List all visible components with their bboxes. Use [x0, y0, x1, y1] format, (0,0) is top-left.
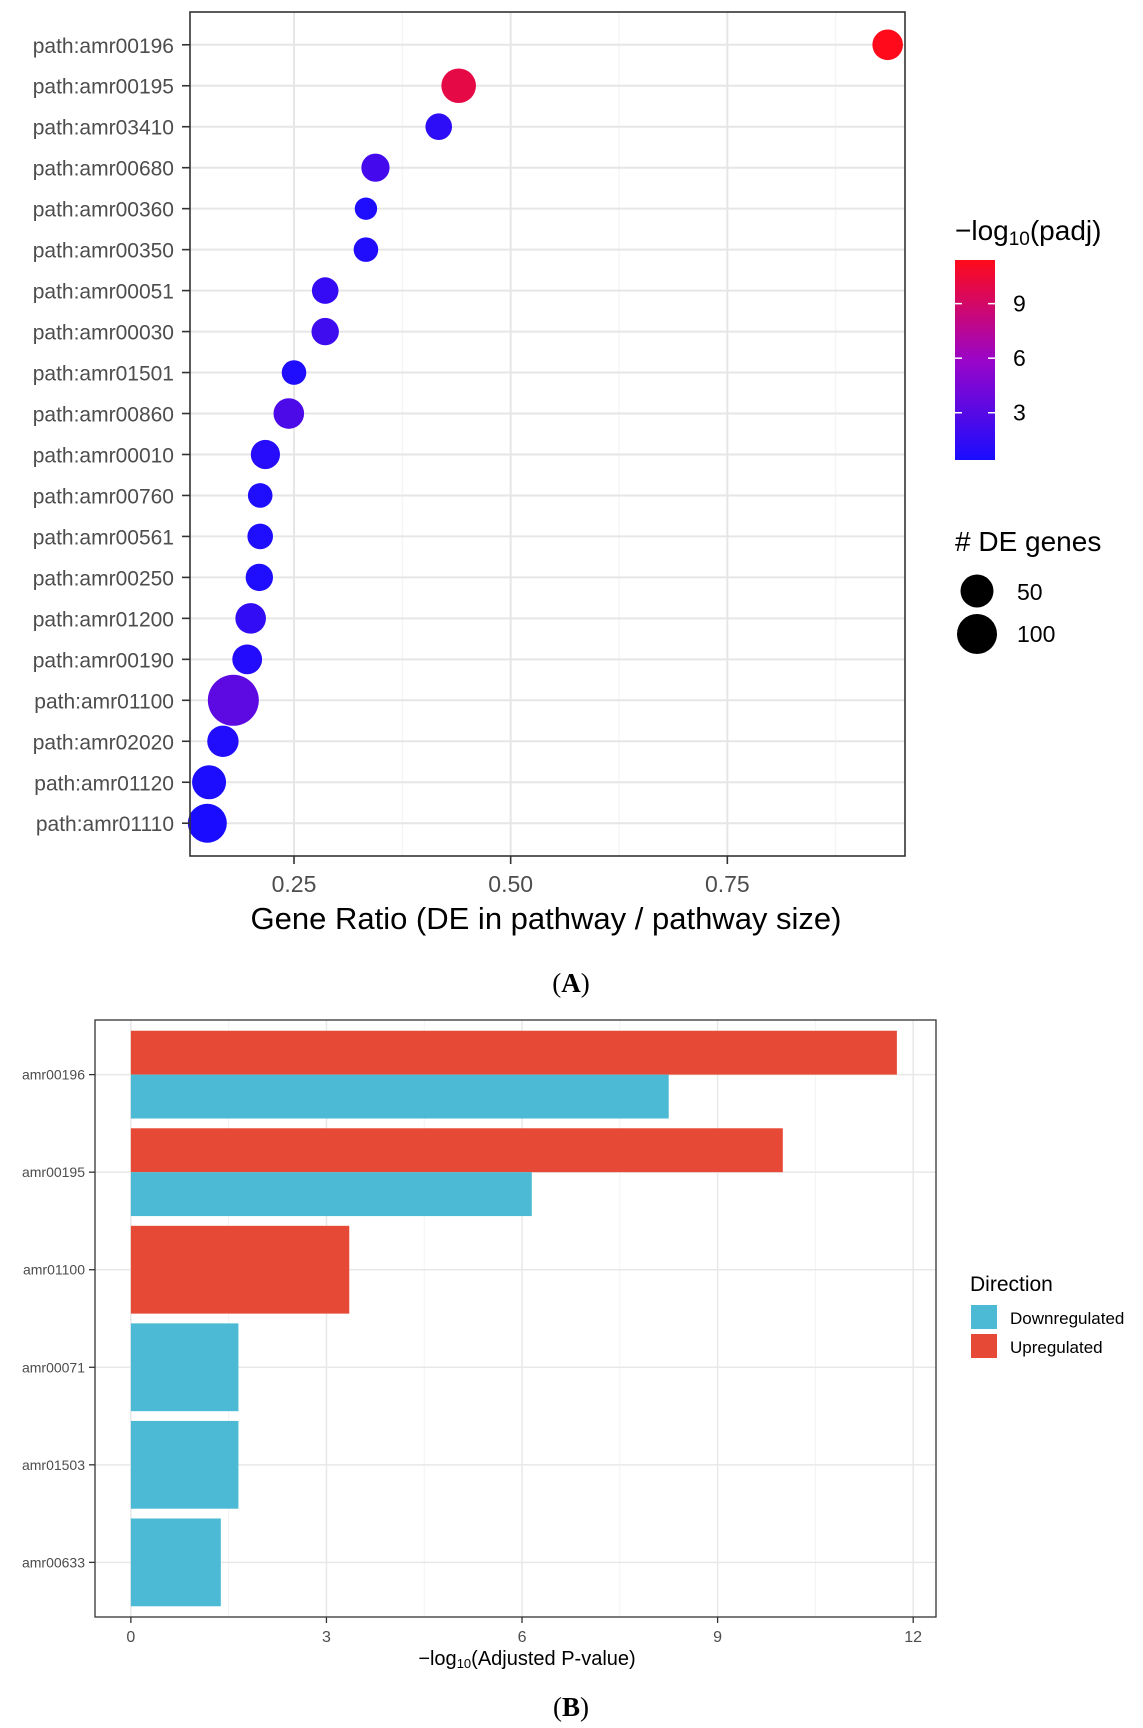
- y-tick-label: path:amr01120: [34, 772, 174, 795]
- panel-a-x-axis-title: Gene Ratio (DE in pathway / pathway size…: [251, 901, 842, 936]
- color-legend-bar: [955, 260, 995, 460]
- panel-a-plot-area: [190, 12, 905, 856]
- data-point: [235, 603, 266, 634]
- size-legend-label-50: 50: [1017, 579, 1043, 605]
- y-tick-label: path:amr00350: [33, 240, 174, 263]
- size-legend-title: # DE genes: [955, 526, 1101, 557]
- panel-a-label: (A): [552, 968, 590, 998]
- x-tick-label: 12: [904, 1629, 922, 1646]
- y-tick-label: path:amr01501: [33, 363, 174, 386]
- y-tick-label: path:amr02020: [33, 731, 174, 754]
- y-tick-label: path:amr00030: [33, 322, 174, 345]
- data-point: [207, 725, 239, 757]
- panel-a-y-tick-labels: path:amr00196 path:amr00195 path:amr03410 p…: [33, 35, 190, 836]
- y-tick-label: path:amr00561: [33, 526, 174, 549]
- bar-downregulated: [130, 1518, 221, 1607]
- panel-b-x-tick-labels: 0 3 6 9 12: [126, 1617, 922, 1646]
- legend-swatch-downregulated: [971, 1305, 997, 1329]
- data-point: [441, 68, 476, 104]
- x-tick-label: 3: [322, 1629, 331, 1646]
- data-point: [187, 803, 227, 843]
- panel-b-x-axis-title: −log10(Adjusted P-value): [418, 1648, 635, 1671]
- data-point: [245, 563, 274, 592]
- y-tick-label: amr00196: [22, 1067, 85, 1083]
- y-tick-label: path:amr01110: [36, 813, 174, 836]
- panel-b-legend: Direction Downregulated Upregulated: [970, 1273, 1124, 1358]
- data-point: [207, 674, 259, 726]
- panel-a-border: [189, 11, 906, 857]
- color-legend-tick-label: 3: [1013, 400, 1026, 426]
- x-tick-label: 0: [126, 1629, 135, 1646]
- data-point: [281, 360, 307, 385]
- size-legend-dot-100: [957, 614, 997, 654]
- y-tick-label: path:amr03410: [33, 117, 174, 140]
- y-tick-label: amr01100: [23, 1262, 85, 1278]
- y-tick-label: path:amr00250: [33, 567, 174, 590]
- x-tick-label: 9: [713, 1629, 722, 1646]
- size-legend-label-100: 100: [1017, 621, 1055, 647]
- x-tick-label: 0.50: [488, 871, 533, 897]
- color-legend-ticks: 9 6 3: [955, 291, 1026, 426]
- panel-b-border: [94, 1019, 937, 1618]
- y-tick-label: path:amr00680: [33, 158, 174, 181]
- bar-downregulated: [130, 1074, 669, 1119]
- legend-label-downregulated: Downregulated: [1010, 1309, 1124, 1328]
- data-point: [247, 483, 273, 508]
- y-tick-label: path:amr00010: [33, 444, 174, 467]
- x-tick-label: 6: [518, 1629, 527, 1646]
- bar-upregulated: [130, 1225, 350, 1314]
- data-point: [192, 765, 227, 800]
- color-legend-title: −log10(padj): [955, 215, 1101, 250]
- bar-downregulated: [130, 1323, 239, 1412]
- y-tick-label: path:amr00051: [33, 281, 174, 304]
- y-tick-label: path:amr00760: [33, 485, 174, 508]
- data-point: [250, 439, 280, 470]
- data-point: [247, 523, 273, 550]
- y-tick-label: path:amr00195: [33, 76, 174, 99]
- panel-b-y-tick-labels: amr00196 amr00195 amr01100 amr00071 amr01503…: [22, 1067, 95, 1570]
- bar-downregulated: [130, 1420, 239, 1509]
- legend-label-upregulated: Upregulated: [1010, 1338, 1103, 1357]
- panel-b-bars: [130, 1030, 897, 1607]
- data-point: [311, 277, 339, 304]
- data-point: [872, 29, 903, 61]
- y-tick-label: amr01503: [22, 1457, 85, 1473]
- y-tick-label: amr00195: [22, 1164, 85, 1180]
- panel-b-plot-area: [95, 1020, 936, 1617]
- bar-upregulated: [130, 1030, 897, 1075]
- panel-a-color-legend: −log10(padj) 9 6 3: [955, 215, 1101, 460]
- data-point: [353, 237, 379, 262]
- data-point: [425, 113, 453, 141]
- panel-a-x-tick-labels: 0.25 0.50 0.75: [272, 856, 750, 897]
- data-point: [273, 398, 305, 429]
- y-tick-label: path:amr00360: [33, 199, 174, 222]
- color-legend-tick-label: 6: [1013, 345, 1026, 371]
- y-tick-label: path:amr01100: [34, 690, 174, 713]
- x-tick-label: 0.25: [272, 871, 317, 897]
- y-tick-label: amr00071: [22, 1359, 85, 1375]
- color-legend-tick-label: 9: [1013, 291, 1026, 317]
- panel-a-gridlines: [190, 12, 905, 856]
- panel-a-dot-plot: path:amr00196 path:amr00195 path:amr03410 p…: [33, 11, 1101, 998]
- legend-title: Direction: [970, 1273, 1053, 1296]
- bar-upregulated: [130, 1128, 783, 1173]
- panel-a-points: [187, 29, 903, 843]
- y-tick-label: path:amr00190: [33, 649, 174, 672]
- y-tick-label: path:amr00860: [33, 404, 174, 427]
- y-tick-label: amr00633: [22, 1554, 85, 1570]
- data-point: [361, 153, 390, 182]
- x-tick-label: 0.75: [705, 871, 750, 897]
- y-tick-label: path:amr00196: [33, 35, 174, 58]
- y-tick-label: path:amr01200: [33, 608, 174, 631]
- legend-swatch-upregulated: [971, 1334, 997, 1358]
- panel-a-size-legend: # DE genes 50 100: [955, 526, 1101, 654]
- bar-downregulated: [130, 1172, 532, 1217]
- data-point: [311, 317, 339, 346]
- size-legend-dot-50: [960, 574, 994, 608]
- data-point: [232, 644, 263, 675]
- panel-b-bar-chart: amr00196 amr00195 amr01100 amr00071 amr01503…: [22, 1019, 1124, 1722]
- panel-b-label: (B): [553, 1692, 589, 1722]
- data-point: [354, 197, 378, 220]
